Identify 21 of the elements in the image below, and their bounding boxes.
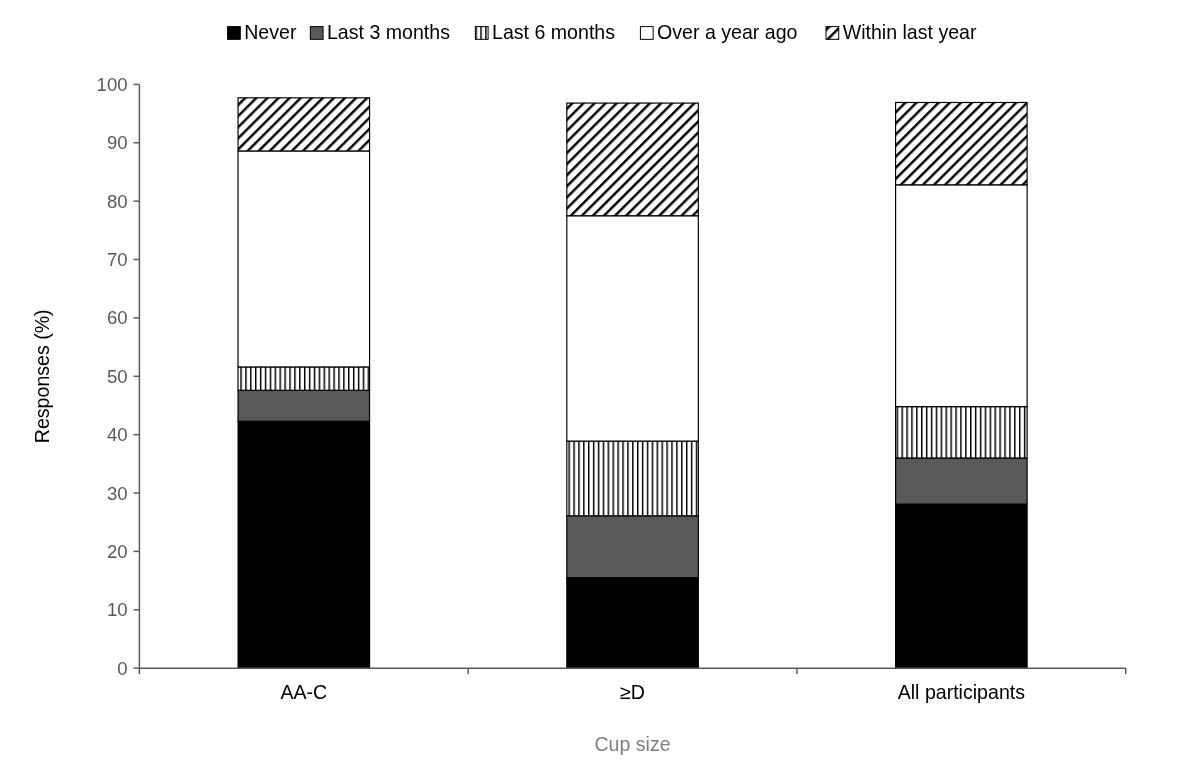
legend-label: Within last year [842,21,977,44]
x-tick-label: ≥D [620,681,646,704]
y-tick-label: 0 [117,657,128,679]
y-axis-title: Responses (%) [31,309,54,444]
x-tick-label: All participants [897,681,1026,704]
x-tick-label: AA-C [280,681,328,704]
y-tick-label: 50 [106,365,128,387]
y-tick-label: 80 [106,190,128,212]
legend-label: Never [244,21,297,44]
y-tick-label: 60 [106,307,128,329]
legend-label: Over a year ago [657,21,798,44]
y-tick-label: 20 [106,540,128,562]
legend-label: Last 6 months [492,21,616,44]
y-tick-label: 100 [96,73,128,95]
x-axis-title: Cup size [594,733,671,756]
y-tick-label: 90 [106,132,128,154]
y-tick-label: 70 [106,249,128,271]
y-tick-label: 10 [106,599,128,621]
y-tick-label: 40 [106,424,128,446]
y-tick-label: 30 [106,482,128,504]
legend-label: Last 3 months [326,21,451,44]
